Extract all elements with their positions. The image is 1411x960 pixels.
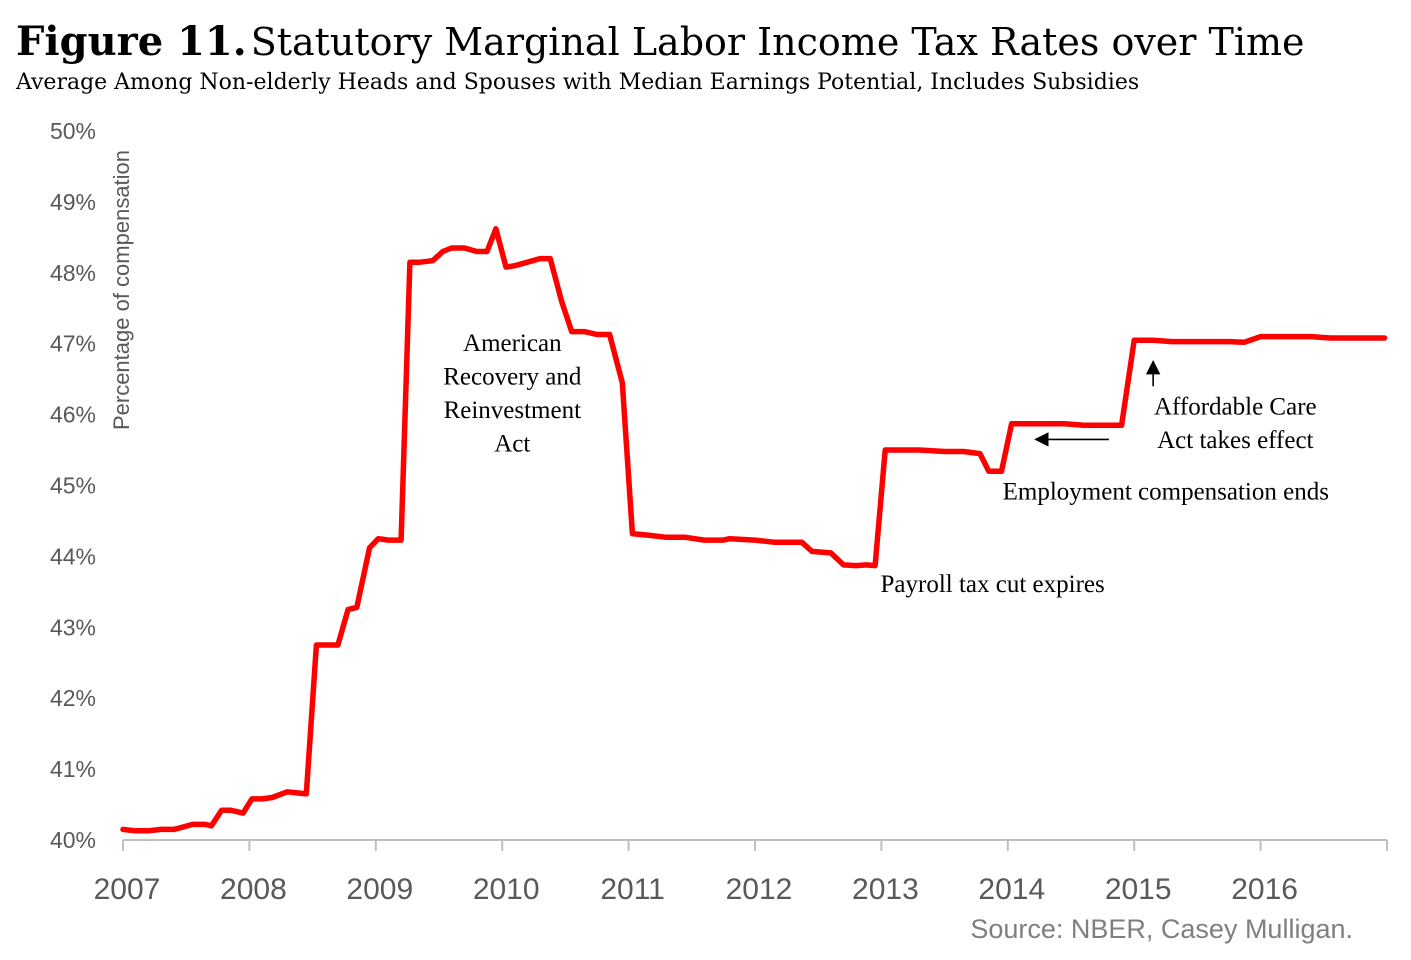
series-line <box>120 226 1388 834</box>
y-tick-label: 43% <box>50 614 96 640</box>
x-tick-label: 2015 <box>1105 873 1172 906</box>
x-tick-label: 2014 <box>978 873 1045 906</box>
annotation-aca: Affordable Care Act takes effect <box>1154 394 1317 455</box>
y-tick-labels: 40% 41% 42% 43% 44% 45% 46% 47% 48% 49% 50% <box>50 118 96 853</box>
x-tick-label: 2008 <box>220 873 287 906</box>
y-axis-label: Percentage of compensation <box>109 149 134 431</box>
chart-subtitle: Average Among Non-elderly Heads and Spou… <box>16 70 1140 95</box>
y-tick-label: 47% <box>50 331 96 357</box>
x-tick-label: 2010 <box>473 873 540 906</box>
source-note: Source: NBER, Casey Mulligan. <box>970 914 1353 944</box>
y-tick-label: 45% <box>50 473 96 499</box>
annotation-arra: American Recovery and Reinvestment Act <box>443 330 582 458</box>
figure-number: Figure 11. <box>16 18 247 65</box>
series-layer <box>120 226 1388 834</box>
x-tick-label: 2016 <box>1231 873 1298 906</box>
y-tick-label: 40% <box>50 827 96 853</box>
annotation-layer: American Recovery and Reinvestment Act Payro… <box>443 330 1329 598</box>
chart-title: Figure 11. Statutory Marginal Labor Inco… <box>16 18 1305 65</box>
x-tick-label: 2011 <box>600 873 665 906</box>
y-tick-label: 44% <box>50 543 96 569</box>
y-tick-label: 48% <box>50 260 96 286</box>
annotation-payroll: Payroll tax cut expires <box>881 571 1105 598</box>
figure-title: Statutory Marginal Labor Income Tax Rate… <box>250 20 1305 64</box>
x-tick-label: 2013 <box>852 873 919 906</box>
y-tick-label: 42% <box>50 685 96 711</box>
y-tick-label: 49% <box>50 189 96 215</box>
y-tick-label: 50% <box>50 118 96 144</box>
annotation-employment: Employment compensation ends <box>1003 479 1329 506</box>
x-tick-labels: 2007 2008 2009 2010 2011 2012 2013 2014 2015 2016 <box>94 873 1298 906</box>
x-tick-label: 2009 <box>346 873 413 906</box>
x-tick-label: 2007 <box>94 873 161 906</box>
y-tick-label: 46% <box>50 402 96 428</box>
x-tick-label: 2012 <box>726 873 793 906</box>
y-tick-label: 41% <box>50 756 96 782</box>
axes-layer <box>122 839 1388 851</box>
